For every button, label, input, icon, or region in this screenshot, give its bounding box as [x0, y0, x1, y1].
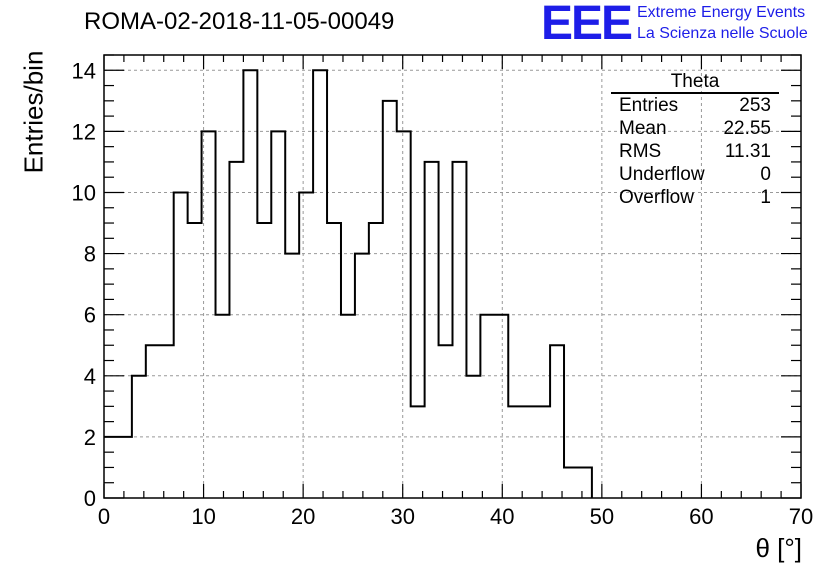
x-tick-label: 70: [789, 504, 813, 529]
x-tick-label: 50: [590, 504, 614, 529]
y-tick-label: 14: [72, 58, 96, 83]
y-tick-label: 10: [72, 180, 96, 205]
stats-label: Underflow: [619, 164, 705, 185]
y-axis-label: Entries/bin: [18, 50, 49, 174]
x-tick-label: 40: [490, 504, 514, 529]
chart-title: ROMA-02-2018-11-05-00049: [84, 8, 395, 35]
eee-logo-line2: La Scienza nelle Scuole: [637, 25, 808, 42]
stats-row-entries: Entries 253: [611, 94, 779, 117]
stats-row-overflow: Overflow 1: [611, 186, 779, 209]
x-tick-label: 20: [291, 504, 315, 529]
stats-row-underflow: Underflow 0: [611, 163, 779, 186]
stats-value: 0: [760, 164, 771, 185]
stats-label: Overflow: [619, 187, 694, 208]
stats-value: 253: [739, 95, 771, 116]
stats-label: Mean: [619, 118, 667, 139]
y-tick-label: 12: [72, 119, 96, 144]
x-axis-label: θ [°]: [755, 533, 802, 563]
y-tick-label: 2: [84, 425, 96, 450]
histogram-line: [104, 69, 593, 498]
stats-box: Theta Entries 253 Mean 22.55 RMS 11.31 U…: [611, 72, 779, 209]
stats-row-mean: Mean 22.55: [611, 117, 779, 140]
stats-title: Theta: [611, 72, 779, 94]
y-tick-label: 6: [84, 303, 96, 328]
y-tick-label: 0: [84, 486, 96, 511]
x-tick-label: 0: [98, 504, 110, 529]
eee-logo-line1: Extreme Energy Events: [637, 4, 806, 21]
x-tick-label: 60: [689, 504, 713, 529]
stats-value: 1: [760, 187, 771, 208]
stats-label: RMS: [619, 141, 662, 162]
plot-frame: [103, 54, 802, 499]
y-tick-label: 8: [84, 242, 96, 267]
stats-row-rms: RMS 11.31: [611, 140, 779, 163]
stats-value: 22.55: [723, 118, 771, 139]
eee-logo: EEE: [541, 0, 633, 50]
y-tick-label: 4: [84, 364, 96, 389]
x-tick-label: 10: [191, 504, 215, 529]
stats-value: 11.31: [724, 141, 771, 162]
stats-label: Entries: [619, 95, 679, 116]
x-tick-label: 30: [390, 504, 414, 529]
